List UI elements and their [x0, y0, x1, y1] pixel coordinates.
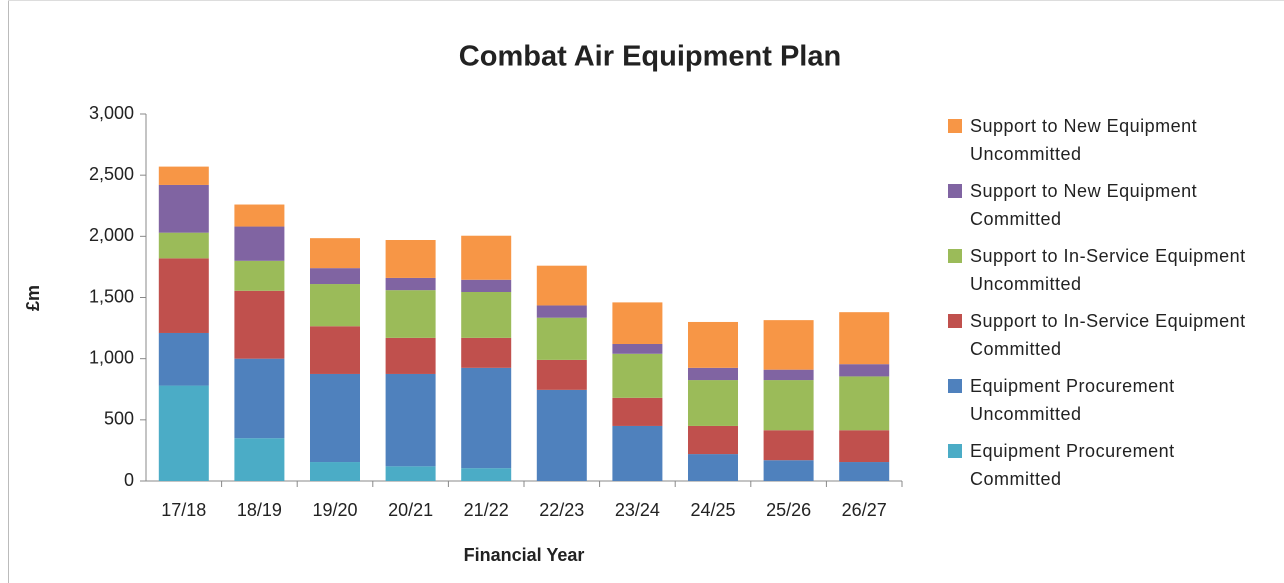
x-axis-label: Financial Year — [464, 545, 585, 565]
bar-segment — [763, 369, 814, 381]
legend-label: Support to New Equipment Committed — [970, 181, 1198, 229]
bar-segment — [612, 353, 663, 398]
bar-segment — [763, 380, 814, 431]
bar-segment — [612, 425, 663, 481]
bar-segment — [612, 397, 663, 426]
x-tick-label: 22/23 — [539, 500, 584, 520]
legend-label: Equipment Procurement Committed — [970, 441, 1175, 489]
bar-segment — [158, 184, 209, 233]
legend-entry: Support to New Equipment Uncommitted — [948, 112, 1268, 177]
legend: Support to New Equipment Uncommitted Supp… — [948, 112, 1268, 502]
bar-segment — [234, 438, 285, 481]
x-tick-label: 18/19 — [237, 500, 282, 520]
legend-swatch — [948, 119, 962, 133]
bar-segment — [158, 385, 209, 481]
legend-entry: Support to New Equipment Committed — [948, 177, 1268, 242]
bar-segment — [688, 454, 738, 481]
legend-swatch — [948, 379, 962, 393]
bar-segment — [234, 226, 285, 261]
bar-segment — [461, 337, 512, 368]
bar-segment — [234, 204, 285, 227]
legend-label: Support to In-Service Equipment Uncommit… — [970, 246, 1246, 294]
bar-segment — [234, 358, 285, 439]
x-tick-label: 23/24 — [615, 500, 660, 520]
bar-segment — [839, 376, 890, 431]
legend-entry: Equipment Procurement Uncommitted — [948, 372, 1268, 437]
y-tick-label: 2,000 — [89, 225, 134, 245]
legend-swatch — [948, 249, 962, 263]
legend-label: Support to In-Service Equipment Committe… — [970, 311, 1246, 359]
bar-segment — [310, 326, 360, 374]
bar-segment — [839, 462, 890, 481]
legend-entry: Support to In-Service Equipment Committe… — [948, 307, 1268, 372]
bar-segment — [158, 258, 209, 333]
bar-segment — [310, 373, 360, 463]
bar-segment — [310, 238, 360, 269]
bar-segment — [385, 240, 436, 278]
x-tick-label: 25/26 — [766, 500, 811, 520]
x-tick-label: 24/25 — [690, 500, 735, 520]
legend-entry: Support to In-Service Equipment Uncommit… — [948, 242, 1268, 307]
bar-segment — [688, 425, 738, 455]
legend-swatch — [948, 184, 962, 198]
legend-swatch — [948, 444, 962, 458]
bar-segment — [688, 321, 738, 368]
bar-segment — [536, 389, 587, 481]
x-tick-label: 21/22 — [464, 500, 509, 520]
bar-segment — [310, 462, 360, 481]
bar-segment — [461, 468, 512, 481]
bar-segment — [536, 265, 587, 306]
bar-segment — [461, 291, 512, 338]
bar-segment — [612, 302, 663, 344]
bar-segment — [839, 430, 890, 463]
x-tick-label: 19/20 — [312, 500, 357, 520]
bar-segment — [385, 373, 436, 467]
bar-segment — [688, 367, 738, 381]
bar-segment — [612, 343, 663, 354]
bar-segment — [158, 166, 209, 185]
y-tick-label: 3,000 — [89, 103, 134, 123]
y-tick-label: 0 — [124, 470, 134, 490]
bar-segment — [461, 367, 512, 469]
bar-segment — [763, 430, 814, 461]
bar-segment — [763, 320, 814, 370]
legend-label: Equipment Procurement Uncommitted — [970, 376, 1175, 424]
y-tick-label: 1,500 — [89, 286, 134, 306]
bar-segment — [461, 279, 512, 292]
y-tick-label: 1,000 — [89, 347, 134, 367]
bar-segment — [385, 277, 436, 291]
bar-segment — [536, 305, 587, 318]
bar-segment — [310, 268, 360, 285]
legend-label: Support to New Equipment Uncommitted — [970, 116, 1198, 164]
y-tick-label: 2,500 — [89, 164, 134, 184]
y-axis-label: £m — [23, 285, 43, 311]
bar-segment — [158, 232, 209, 259]
bar-segment — [839, 312, 890, 365]
x-tick-label: 20/21 — [388, 500, 433, 520]
legend-swatch — [948, 314, 962, 328]
bar-segment — [688, 380, 738, 426]
bar-segment — [839, 364, 890, 377]
bar-segment — [234, 290, 285, 359]
x-tick-label: 17/18 — [161, 500, 206, 520]
legend-entry: Equipment Procurement Committed — [948, 437, 1268, 502]
bar-segment — [385, 466, 436, 481]
x-tick-label: 26/27 — [842, 500, 887, 520]
chart-title: Combat Air Equipment Plan — [459, 41, 841, 73]
bar-segment — [536, 359, 587, 390]
bar-segment — [385, 290, 436, 338]
bar-segment — [310, 284, 360, 327]
bar-segment — [385, 337, 436, 374]
bar-segment — [536, 317, 587, 360]
bar-segment — [158, 332, 209, 386]
y-tick-label: 500 — [104, 409, 134, 429]
bar-segment — [763, 460, 814, 481]
bar-segment — [461, 235, 512, 280]
bar-segment — [234, 260, 285, 291]
